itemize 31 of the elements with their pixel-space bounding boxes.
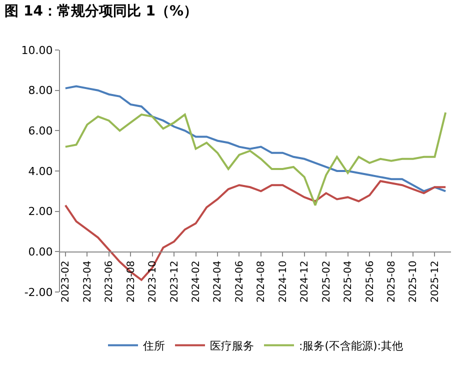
y-tick-label: -2.00 [24, 286, 53, 299]
y-tick-label: 0.00 [28, 246, 53, 259]
x-tick-label: 2025-06 [364, 260, 376, 302]
y-tick-label: 10.00 [21, 44, 53, 57]
x-tick-label: 2024-08 [256, 260, 268, 302]
x-tick-label: 2024-12 [300, 260, 311, 302]
x-tick-label: 2023-10 [148, 260, 159, 302]
x-tick-label: 2024-04 [212, 260, 224, 302]
legend-label: 医疗服务 [210, 340, 254, 353]
y-tick-label: 2.00 [28, 205, 53, 218]
line-series [64, 85, 447, 192]
x-tick-label: 2024-06 [234, 260, 246, 302]
legend-label: 住所 [143, 340, 165, 353]
x-tick-label: 2025-04 [343, 260, 354, 302]
x-tick-label: 2025-12 [430, 260, 441, 302]
x-tick-label: 2024-02 [191, 260, 202, 302]
y-tick-label: 6.00 [28, 124, 53, 138]
x-tick-label: 2025-10 [408, 260, 420, 302]
x-tick-label: 2023-12 [169, 260, 180, 302]
y-tick-label: 8.00 [28, 84, 53, 98]
y-tick-label: 4.00 [28, 164, 53, 178]
legend-label: :服务(不含能源):其他 [299, 340, 403, 353]
line-series [64, 112, 447, 206]
x-tick-label: 2023-04 [82, 260, 94, 302]
x-tick-label: 2023-06 [104, 260, 116, 302]
x-tick-label: 2023-02 [60, 260, 72, 302]
x-tick-label: 2023-08 [126, 260, 137, 302]
x-tick-label: 2025-02 [321, 260, 332, 302]
chart-title: 图 14：常规分项同比 1（%） [4, 3, 198, 20]
x-tick-label: 2024-10 [278, 260, 289, 302]
x-tick-label: 2025-08 [386, 260, 398, 302]
